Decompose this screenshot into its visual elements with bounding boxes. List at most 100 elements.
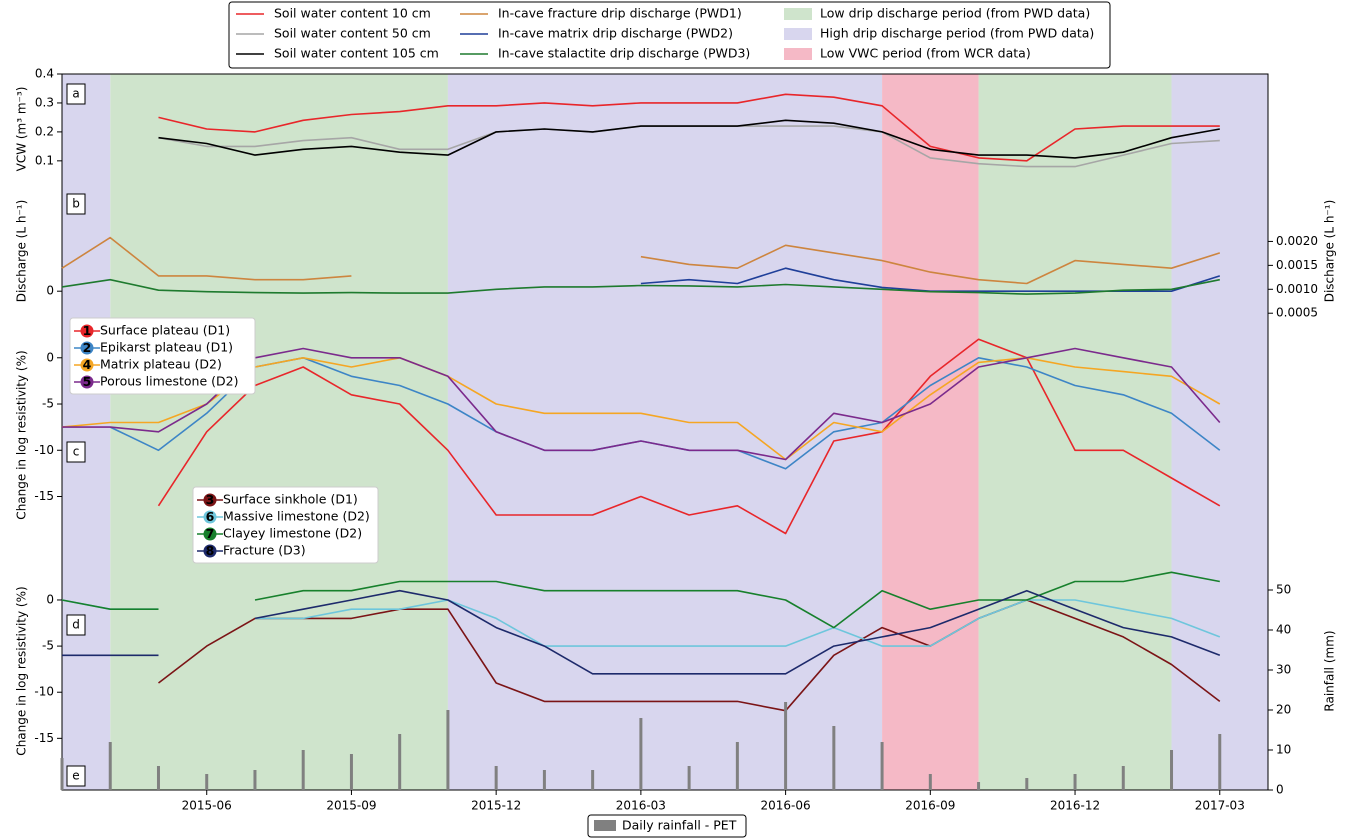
y-tick-label: 0.0015 <box>1276 258 1318 272</box>
period-band <box>447 74 883 790</box>
legend-text: Low drip discharge period (from PWD data… <box>820 6 1090 21</box>
legend-text: Fracture (D3) <box>223 543 306 558</box>
panel-label: a <box>72 87 79 101</box>
y-tick-label: 0 <box>1276 783 1284 797</box>
y-tick-label: 0.2 <box>35 124 54 138</box>
legend-marker-label: 7 <box>206 526 215 541</box>
axis-label: Change in log resistivity (%) <box>15 586 29 755</box>
legend-text: Porous limestone (D2) <box>100 374 238 389</box>
legend-marker <box>80 375 94 389</box>
y-tick-label: -15 <box>34 489 54 503</box>
rain-bar <box>1218 734 1222 790</box>
series-line <box>61 571 1220 629</box>
series-line <box>158 119 1220 159</box>
legend-marker <box>80 341 94 355</box>
series-line <box>61 236 1221 285</box>
rain-bar <box>735 742 739 790</box>
legend-text: High drip discharge period (from PWD dat… <box>820 26 1094 41</box>
y-tick-label: 20 <box>1276 703 1291 717</box>
panel-label-box <box>66 83 86 105</box>
period-band <box>882 74 979 790</box>
top-legend: Soil water content 10 cm Soil water conte… <box>228 1 1111 69</box>
rain-bar <box>1073 774 1077 790</box>
rain-bar <box>1170 750 1174 790</box>
series-line <box>62 589 1221 675</box>
rain-bar <box>349 754 353 790</box>
rain-bar <box>542 770 546 790</box>
legend-text: Surface sinkhole (D1) <box>223 492 358 507</box>
legend-marker-label: 1 <box>83 323 92 338</box>
legend-marker <box>80 358 94 372</box>
axis-label: Rainfall (mm) <box>1323 630 1337 711</box>
rain-bar <box>928 774 932 790</box>
legend-box <box>228 1 1111 69</box>
rain-bar <box>108 742 112 790</box>
rain-bar <box>880 742 884 790</box>
axis-label: Discharge (L h⁻¹) <box>1323 200 1337 303</box>
panel-label-box <box>66 193 86 215</box>
rain-bar <box>60 758 64 790</box>
rain-bar <box>977 782 981 790</box>
legend-marker-label: 4 <box>83 357 92 372</box>
y-tick-label: -5 <box>42 639 54 653</box>
legend-text: In-cave stalactite drip discharge (PWD3) <box>498 46 750 61</box>
period-band <box>1171 74 1268 790</box>
y-tick-label: 0.4 <box>35 67 54 81</box>
panel-label-box <box>66 441 86 463</box>
x-tick-label: 2017-03 <box>1195 799 1245 813</box>
rain-bar <box>494 766 498 790</box>
y-tick-label: 0.3 <box>35 95 54 109</box>
legend-marker-label: 2 <box>83 340 92 355</box>
legend-text: In-cave matrix drip discharge (PWD2) <box>498 26 733 41</box>
y-tick-label: -5 <box>42 397 54 411</box>
x-tick-label: 2015-06 <box>182 799 232 813</box>
x-tick-label: 2016-09 <box>905 799 955 813</box>
axis-label: Discharge (L h⁻¹) <box>15 200 29 303</box>
rain-bar <box>301 750 305 790</box>
period-band <box>62 74 111 790</box>
rain-bar <box>687 766 691 790</box>
period-band <box>110 74 448 790</box>
panel-label: c <box>73 445 80 459</box>
legend-text: Daily rainfall - PET <box>622 818 737 833</box>
legend-box <box>192 486 379 564</box>
x-tick-label: 2015-12 <box>471 799 521 813</box>
legend-marker <box>80 324 94 338</box>
legend-text: Epikarst plateau (D1) <box>100 340 233 355</box>
legend-patch <box>784 28 812 40</box>
series-line <box>61 278 1220 295</box>
legend-box <box>69 317 256 395</box>
legend-text: In-cave fracture drip discharge (PWD1) <box>498 6 742 21</box>
rain-bar <box>253 770 257 790</box>
panel-label-box <box>66 614 86 636</box>
y-tick-label: -10 <box>34 443 54 457</box>
y-tick-label: 0 <box>46 592 54 606</box>
y-tick-label: -10 <box>34 685 54 699</box>
y-tick-label: 0.0010 <box>1276 282 1318 296</box>
rain-bar <box>1121 766 1125 790</box>
rain-bar <box>205 774 209 790</box>
legend-text: Low VWC period (from WCR data) <box>820 46 1031 61</box>
legend-text: Clayey limestone (D2) <box>223 526 362 541</box>
y-tick-label: 0.0020 <box>1276 234 1318 248</box>
legend-patch <box>784 8 812 20</box>
series-line <box>158 93 1220 162</box>
legend-box <box>587 814 747 838</box>
legend-marker <box>203 527 217 541</box>
y-tick-label: 0 <box>46 284 54 298</box>
rain-bar <box>591 770 595 790</box>
plot-frame <box>61 73 1269 791</box>
panel-label: b <box>72 197 80 211</box>
legend-patch <box>594 820 616 831</box>
y-tick-label: 0 <box>46 350 54 364</box>
y-tick-label: 10 <box>1276 743 1291 757</box>
rain-bar <box>1025 778 1029 790</box>
legend-text: Surface plateau (D1) <box>100 323 230 338</box>
legend-text: Soil water content 105 cm <box>274 46 439 61</box>
rain-bar <box>398 734 402 790</box>
legend-marker-label: 5 <box>83 374 92 389</box>
period-band <box>978 74 1172 790</box>
x-tick-label: 2016-03 <box>616 799 666 813</box>
bottom-legend: Daily rainfall - PET <box>587 814 747 838</box>
panel-label: d <box>72 618 80 632</box>
